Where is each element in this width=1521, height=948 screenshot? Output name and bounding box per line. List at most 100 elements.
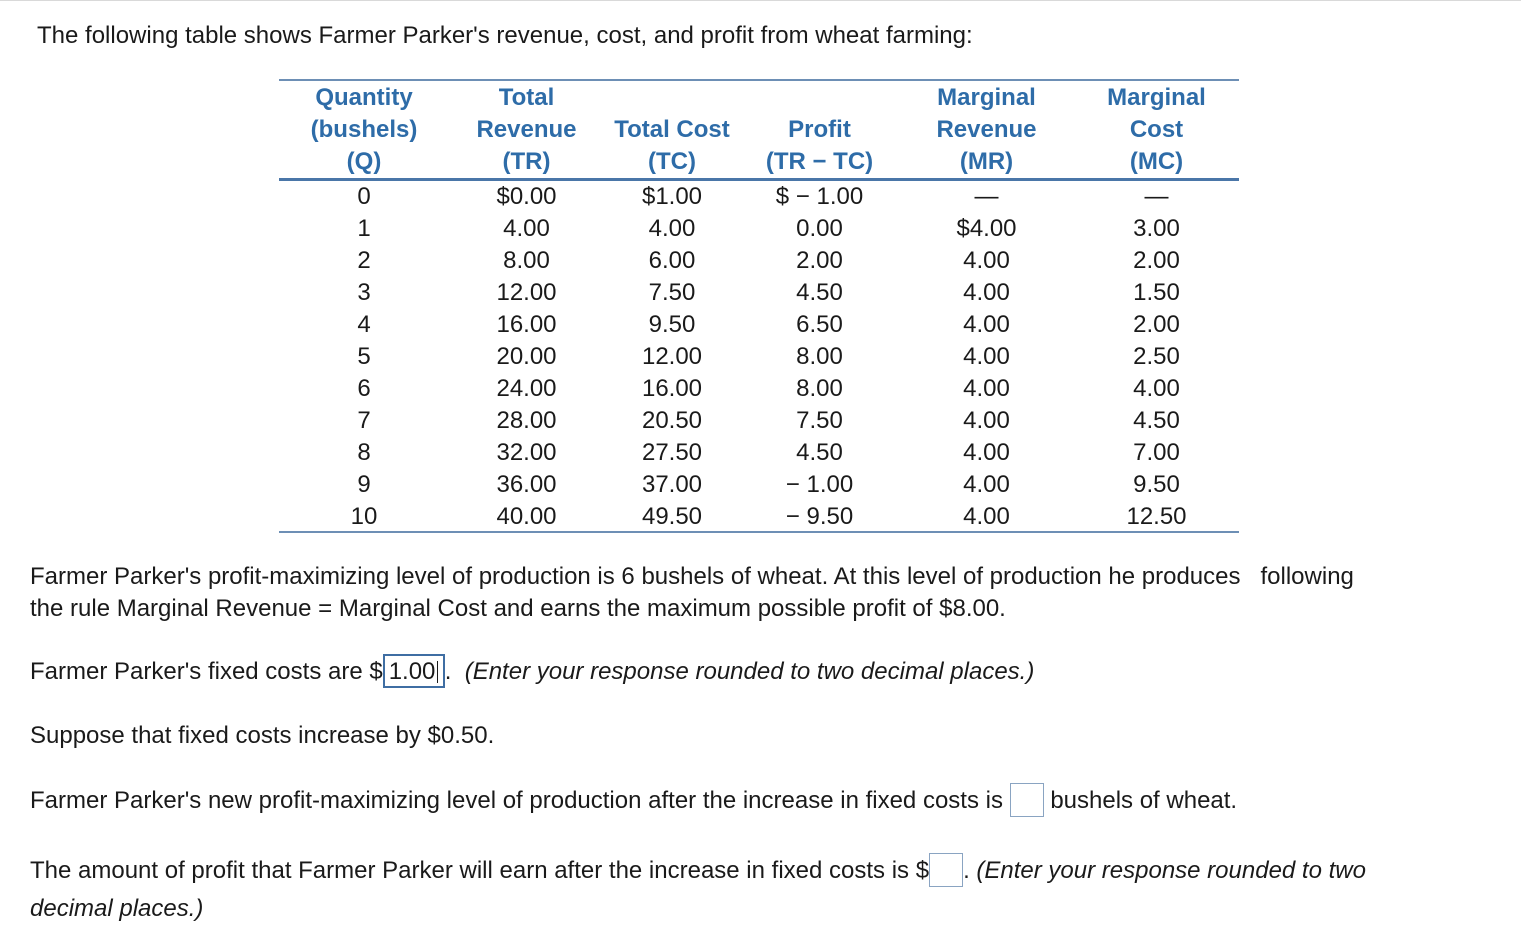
cell-quantity: 6 — [357, 375, 371, 402]
header-line: (MR) — [959, 148, 1014, 175]
cell-quantity: 9 — [357, 471, 371, 498]
header-line: (TR) — [502, 148, 551, 175]
top-divider — [0, 0, 1521, 1]
explanation-text: Farmer Parker's profit-maximizing level … — [30, 563, 1241, 590]
cell-total-cost: 49.50 — [641, 503, 703, 530]
cell-profit: $ − 1.00 — [775, 183, 864, 210]
cell-quantity: 7 — [357, 407, 371, 434]
header-line: Marginal — [937, 84, 1036, 111]
question-text: . — [963, 857, 970, 884]
cell-marginal-cost: 1.50 — [1133, 279, 1180, 306]
cell-total-revenue: 36.00 — [496, 471, 557, 498]
cell-marginal-revenue: — — [974, 183, 999, 210]
cell-quantity: 2 — [357, 247, 371, 274]
rounding-hint: (Enter your response rounded to two deci… — [464, 658, 1035, 685]
table-row: 6 24.00 16.00 8.00 4.00 4.00 — [279, 373, 1239, 405]
cell-total-cost: 6.00 — [648, 247, 696, 274]
cell-total-revenue: 28.00 — [496, 407, 557, 434]
cell-profit: 4.50 — [796, 439, 843, 466]
cell-total-revenue: 4.00 — [503, 215, 550, 242]
cell-profit: 0.00 — [796, 215, 843, 242]
answer-value: 1.00 — [388, 657, 436, 685]
cell-profit: 4.50 — [796, 279, 843, 306]
cell-quantity: 1 — [357, 215, 371, 242]
cell-total-revenue: $0.00 — [496, 183, 557, 210]
table-row: 1 4.00 4.00 0.00 $4.00 3.00 — [279, 213, 1239, 245]
header-total-cost: Total Cost (TC) — [607, 82, 737, 178]
header-line: Revenue — [476, 116, 577, 143]
table-row: 10 40.00 49.50 − 9.50 4.00 12.50 — [279, 501, 1239, 533]
question-text: Farmer Parker's new profit-maximizing le… — [30, 787, 1003, 814]
new-production-answer-input[interactable] — [1009, 782, 1044, 817]
header-quantity: Quantity (bushels) (Q) — [299, 82, 429, 178]
cell-total-revenue: 20.00 — [496, 343, 557, 370]
cell-profit: 8.00 — [796, 343, 843, 370]
cell-marginal-revenue: 4.00 — [963, 439, 1010, 466]
cell-total-revenue: 40.00 — [496, 503, 557, 530]
table-row: 4 16.00 9.50 6.50 4.00 2.00 — [279, 309, 1239, 341]
rounding-hint-continued: decimal places.) — [30, 895, 204, 922]
question-text: Farmer Parker's fixed costs are $ — [30, 658, 383, 685]
question-intro: The following table shows Farmer Parker'… — [37, 22, 973, 49]
header-line: (TR − TC) — [765, 148, 874, 175]
explanation-line-2: the rule Marginal Revenue = Marginal Cos… — [30, 595, 1006, 622]
table-row: 5 20.00 12.00 8.00 4.00 2.50 — [279, 341, 1239, 373]
cell-marginal-revenue: 4.00 — [963, 471, 1010, 498]
cell-marginal-revenue: 4.00 — [963, 343, 1010, 370]
cell-total-revenue: 24.00 — [496, 375, 557, 402]
cell-marginal-cost: 2.50 — [1133, 343, 1180, 370]
cell-marginal-revenue: 4.00 — [963, 375, 1010, 402]
header-line: Marginal — [1107, 84, 1206, 111]
header-line: Cost — [1129, 116, 1184, 143]
header-line: Total Cost — [614, 116, 730, 143]
cell-profit: 6.50 — [796, 311, 843, 338]
cell-total-cost: 4.00 — [648, 215, 696, 242]
header-line: (MC) — [1129, 148, 1184, 175]
table-row: 0 $0.00 $1.00 $ − 1.00 — — — [279, 181, 1239, 213]
cell-total-cost: 37.00 — [641, 471, 703, 498]
fixed-costs-answer-input[interactable]: 1.00 — [382, 653, 445, 688]
header-line: (TC) — [648, 148, 696, 175]
cell-profit: 2.00 — [796, 247, 843, 274]
new-profit-answer-input[interactable] — [929, 852, 964, 887]
cell-marginal-cost: 4.50 — [1133, 407, 1180, 434]
header-marginal-cost: Marginal Cost (MC) — [1094, 82, 1219, 178]
header-line: Revenue — [936, 116, 1037, 143]
fixed-cost-increase-statement: Suppose that fixed costs increase by $0.… — [30, 722, 495, 749]
cell-marginal-cost: 3.00 — [1133, 215, 1180, 242]
cell-marginal-cost: 2.00 — [1133, 247, 1180, 274]
cell-total-cost: 9.50 — [648, 311, 696, 338]
cell-marginal-cost: 4.00 — [1133, 375, 1180, 402]
question-text: bushels of wheat. — [1050, 787, 1238, 814]
header-profit: Profit (TR − TC) — [757, 82, 882, 178]
cell-total-cost: 27.50 — [641, 439, 703, 466]
cell-total-cost: 20.50 — [641, 407, 703, 434]
cell-marginal-cost: 9.50 — [1133, 471, 1180, 498]
cell-total-revenue: 16.00 — [496, 311, 557, 338]
cell-marginal-cost: 2.00 — [1133, 311, 1180, 338]
header-line: Profit — [788, 116, 851, 143]
table-row: 7 28.00 20.50 7.50 4.00 4.50 — [279, 405, 1239, 437]
header-line: Total — [498, 84, 555, 111]
table-row: 9 36.00 37.00 − 1.00 4.00 9.50 — [279, 469, 1239, 501]
question-new-profit: The amount of profit that Farmer Parker … — [30, 852, 1366, 887]
cell-profit: 7.50 — [796, 407, 843, 434]
table-top-rule — [279, 79, 1239, 81]
cell-marginal-cost: 7.00 — [1133, 439, 1180, 466]
cell-total-cost: 12.00 — [641, 343, 703, 370]
header-line: (Q) — [346, 148, 382, 175]
cell-quantity: 8 — [357, 439, 371, 466]
rounding-hint: (Enter your response rounded to two — [976, 857, 1366, 884]
header-line: Quantity — [315, 84, 413, 111]
cell-total-cost: $1.00 — [641, 183, 703, 210]
cell-total-revenue: 12.00 — [496, 279, 557, 306]
table-row: 8 32.00 27.50 4.50 4.00 7.00 — [279, 437, 1239, 469]
cell-quantity: 10 — [350, 503, 378, 530]
explanation-line-1: Farmer Parker's profit-maximizing level … — [30, 561, 1354, 593]
cell-marginal-cost: — — [1144, 183, 1169, 210]
cell-marginal-revenue: 4.00 — [963, 503, 1010, 530]
cell-profit: − 9.50 — [785, 503, 854, 530]
cell-marginal-revenue: 4.00 — [963, 311, 1010, 338]
question-text: . — [444, 658, 452, 685]
header-line: (bushels) — [310, 116, 418, 143]
